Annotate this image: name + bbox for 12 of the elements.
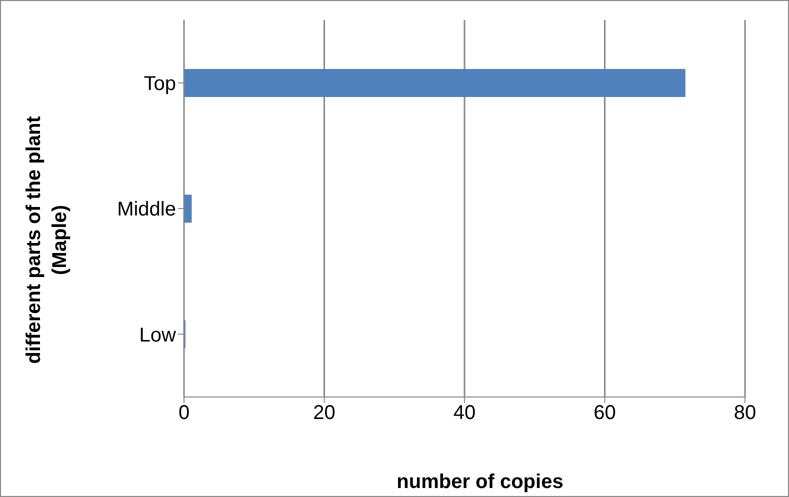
x-tick-label: 20 — [313, 402, 336, 424]
x-tick-label: 40 — [453, 402, 476, 424]
y-tick-label: Low — [139, 324, 177, 346]
x-axis-title: number of copies — [396, 471, 564, 493]
x-tick-label: 0 — [178, 402, 190, 424]
y-tick-label: Middle — [117, 198, 176, 221]
y-axis-title: different parts of the plant (Maple) — [23, 116, 71, 364]
x-tick-label: 60 — [594, 402, 616, 424]
x-tick-label: 80 — [734, 402, 756, 424]
y-tick-label: Top — [144, 72, 176, 95]
bar — [184, 194, 192, 223]
bar — [184, 69, 686, 97]
